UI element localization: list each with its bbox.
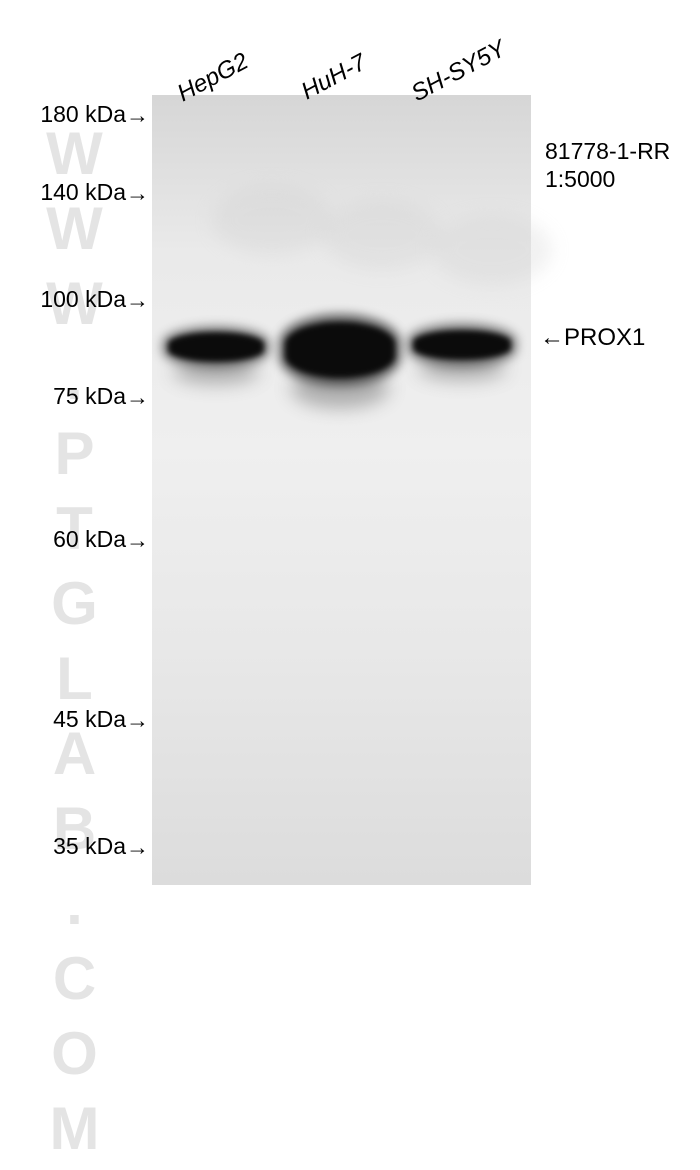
film-noise <box>212 185 332 255</box>
antibody-catalog: 81778-1-RR <box>545 138 670 165</box>
target-label: ←PROX1 <box>540 324 645 352</box>
arrow-right-icon: → <box>126 287 149 314</box>
mw-marker-0: 180 kDa→ <box>0 101 149 129</box>
band-core-1 <box>285 322 395 378</box>
watermark: WWW.PTGLAB.COM <box>40 120 109 1170</box>
arrow-right-icon: → <box>126 527 149 554</box>
arrow-left-icon: ← <box>540 324 564 351</box>
film-noise <box>322 200 442 270</box>
mw-marker-label: 75 kDa <box>53 383 126 409</box>
mw-marker-1: 140 kDa→ <box>0 179 149 207</box>
target-name: PROX1 <box>564 324 645 351</box>
mw-marker-2: 100 kDa→ <box>0 286 149 314</box>
mw-marker-label: 140 kDa <box>40 179 126 205</box>
blot-figure: WWW.PTGLAB.COM180 kDa→140 kDa→100 kDa→75… <box>0 0 700 903</box>
mw-marker-label: 35 kDa <box>53 833 126 859</box>
band-core-2 <box>413 330 511 360</box>
arrow-right-icon: → <box>126 180 149 207</box>
arrow-right-icon: → <box>126 102 149 129</box>
arrow-right-icon: → <box>126 834 149 861</box>
mw-marker-label: 100 kDa <box>40 286 126 312</box>
mw-marker-6: 35 kDa→ <box>0 833 149 861</box>
mw-marker-label: 180 kDa <box>40 101 126 127</box>
mw-marker-4: 60 kDa→ <box>0 526 149 554</box>
mw-marker-5: 45 kDa→ <box>0 706 149 734</box>
antibody-dilution: 1:5000 <box>545 166 615 193</box>
mw-marker-label: 60 kDa <box>53 526 126 552</box>
mw-marker-3: 75 kDa→ <box>0 383 149 411</box>
arrow-right-icon: → <box>126 707 149 734</box>
mw-marker-label: 45 kDa <box>53 706 126 732</box>
film-noise <box>432 215 552 285</box>
arrow-right-icon: → <box>126 384 149 411</box>
band-core-0 <box>168 332 264 362</box>
